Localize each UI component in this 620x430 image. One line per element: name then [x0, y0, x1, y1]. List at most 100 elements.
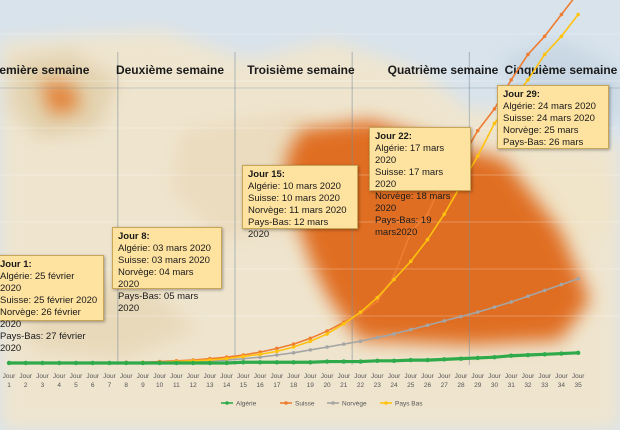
x-tick-label: 13: [206, 382, 214, 389]
x-tick-label: 26: [424, 382, 432, 389]
x-tick-prefix: Jour: [471, 373, 484, 380]
x-axis-ticks: Jour 1 Jour 2 Jour 3 Jour 4 Jour 5 Jour 6 Jour 7 Jour 8…: [3, 373, 586, 389]
data-point: [308, 336, 313, 341]
x-tick-label: 9: [141, 382, 145, 389]
data-point: [291, 351, 296, 355]
x-tick-prefix: Jour: [86, 373, 99, 380]
data-point: [291, 345, 296, 349]
annotation-line: Pays-Bas: 12 mars 2020: [248, 217, 329, 240]
data-point: [408, 259, 413, 264]
data-point: [425, 357, 430, 363]
annotation-line: Suisse: 24 mars 2020: [503, 113, 595, 124]
legend-marker: [284, 401, 288, 405]
data-point: [140, 360, 146, 366]
annotation-line: Norvège: 11 mars 2020: [248, 205, 347, 216]
data-point: [392, 274, 396, 278]
annotation-line: Algérie: 17 mars 2020: [375, 143, 445, 166]
x-tick-label: 6: [91, 382, 95, 389]
annotation-line: Pays-Bas: 19 mars2020: [375, 215, 432, 238]
data-point: [325, 345, 329, 349]
data-point: [425, 212, 430, 216]
x-tick-label: 15: [240, 382, 248, 389]
x-tick-label: 30: [491, 382, 499, 389]
data-point: [542, 352, 547, 357]
data-point: [258, 352, 262, 357]
x-tick-prefix: Jour: [572, 373, 585, 380]
x-tick-label: 22: [357, 382, 365, 389]
legend-item: Norvège: [327, 401, 367, 408]
annotation-box: Jour 8: Algérie: 03 mars 2020 Suisse: 03 m…: [112, 227, 222, 314]
series-alg-rie: [6, 350, 581, 366]
legend-marker: [225, 401, 229, 405]
data-point: [157, 360, 162, 366]
annotation-box: Jour 29: Algérie: 24 mars 2020 Suisse: 24 …: [497, 85, 609, 149]
week-separators: [0, 52, 620, 365]
data-point: [526, 294, 530, 299]
data-point: [73, 360, 79, 366]
x-tick-label: 14: [223, 382, 231, 389]
x-tick-prefix: Jour: [354, 373, 367, 380]
data-point: [241, 354, 246, 359]
data-point: [258, 355, 262, 359]
x-tick-label: 34: [558, 382, 566, 389]
data-point: [526, 78, 530, 82]
data-point: [57, 360, 62, 366]
annotation-line: Norvège: 26 février 2020: [0, 307, 81, 330]
data-point: [342, 342, 346, 346]
x-tick-prefix: Jour: [421, 373, 434, 380]
data-point: [341, 359, 346, 364]
x-tick-prefix: Jour: [237, 373, 250, 380]
x-tick-prefix: Jour: [187, 373, 200, 380]
annotation-line: Norvège: 25 mars: [503, 125, 579, 136]
data-point: [576, 12, 580, 17]
data-point: [190, 360, 196, 366]
data-point: [358, 359, 363, 364]
data-point: [542, 52, 547, 57]
data-point: [458, 356, 464, 361]
data-point: [375, 358, 380, 364]
data-point: [257, 360, 263, 365]
annotation-line: Suisse: 17 mars 2020: [375, 167, 444, 190]
x-tick-prefix: Jour: [455, 373, 468, 380]
data-point: [207, 360, 213, 366]
legend-item: Suisse: [280, 401, 315, 408]
data-point: [442, 212, 447, 216]
annotation-title: Jour 8:: [118, 231, 150, 242]
data-point: [559, 282, 564, 287]
x-tick-prefix: Jour: [538, 373, 551, 380]
data-point: [575, 350, 581, 356]
annotation-title: Jour 29:: [503, 89, 540, 100]
legend-marker: [384, 401, 388, 405]
annotation-line: Pays-Bas: 26 mars: [503, 137, 584, 148]
annotation-line: Algérie: 25 février 2020: [0, 271, 75, 294]
data-point: [275, 346, 279, 351]
x-tick-label: 31: [508, 382, 516, 389]
x-tick-label: 23: [374, 382, 382, 389]
x-tick-label: 28: [457, 382, 465, 389]
data-point: [275, 349, 279, 354]
x-tick-prefix: Jour: [70, 373, 83, 380]
data-point: [492, 354, 497, 360]
legend-label: Suisse: [295, 401, 315, 408]
data-point: [475, 355, 480, 361]
annotation-line: Norvège: 04 mars 2020: [118, 267, 194, 290]
annotation-box: Jour 1: Algérie: 25 février 2020 Suisse: 2…: [0, 255, 104, 354]
data-point: [542, 288, 547, 293]
data-point: [342, 321, 346, 326]
data-point: [559, 351, 564, 356]
week-label: Troisième semaine: [247, 63, 355, 77]
data-point: [308, 339, 313, 344]
data-point: [291, 360, 296, 365]
data-point: [241, 360, 246, 365]
annotation-line: Pays-Bas: 05 mars 2020: [118, 291, 199, 314]
x-tick-label: 16: [256, 382, 264, 389]
data-point: [375, 295, 380, 300]
data-point: [174, 360, 179, 366]
x-tick-label: 33: [541, 382, 549, 389]
x-tick-prefix: Jour: [321, 373, 334, 380]
data-point: [525, 352, 531, 358]
annotation-title: Jour 1:: [0, 259, 32, 270]
legend-label: Norvège: [342, 401, 367, 408]
x-tick-label: 12: [190, 382, 198, 389]
x-tick-prefix: Jour: [438, 373, 451, 380]
